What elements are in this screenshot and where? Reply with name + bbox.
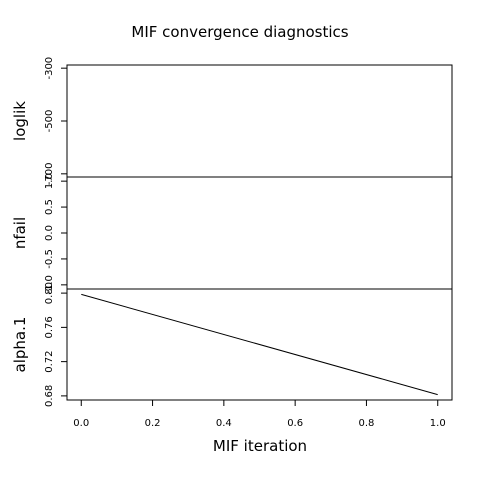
y-tick-label: 0.80 xyxy=(44,282,55,304)
x-tick-label: 0.0 xyxy=(73,418,89,429)
y-tick-label: -500 xyxy=(44,110,55,133)
y-tick-label: -1.0 xyxy=(44,275,55,295)
y-tick-label: 1.0 xyxy=(44,173,55,189)
chart-title: MIF convergence diagnostics xyxy=(131,23,348,41)
panel-2: 0.80 0.76 0.72 0.68 alpha.1 xyxy=(11,282,453,407)
x-tick-label: 0.4 xyxy=(216,418,232,429)
y-tick-label: -700 xyxy=(44,162,55,185)
y-axis-label: loglik xyxy=(11,101,29,141)
y-axis-label: nfail xyxy=(11,217,29,249)
x-tick-label: 0.2 xyxy=(145,418,161,429)
y-tick-label: 0.5 xyxy=(44,199,55,215)
y-tick-label: -0.5 xyxy=(44,249,55,269)
y-tick-label: 0.72 xyxy=(44,350,55,372)
x-tick-label: 0.6 xyxy=(287,418,303,429)
panel-frame xyxy=(66,64,453,178)
panel-frame xyxy=(66,176,453,290)
x-axis-label: MIF iteration xyxy=(213,437,307,455)
x-tick-label: 1.0 xyxy=(430,418,446,429)
x-tick-label: 0.8 xyxy=(358,418,374,429)
x-axis: 0.0 0.2 0.4 0.6 0.8 1.0 xyxy=(73,399,446,429)
y-tick-label: -300 xyxy=(44,57,55,80)
y-tick-label: 0.0 xyxy=(44,225,55,241)
series-line xyxy=(81,293,438,396)
panel-1: 1.0 0.5 0.0 -0.5 -1.0 nfail xyxy=(11,173,453,295)
panel-0: -300 -500 -700 loglik xyxy=(11,57,453,185)
y-axis-label: alpha.1 xyxy=(11,317,29,373)
y-tick-label: 0.68 xyxy=(44,385,55,407)
y-tick-label: 0.76 xyxy=(44,316,55,338)
